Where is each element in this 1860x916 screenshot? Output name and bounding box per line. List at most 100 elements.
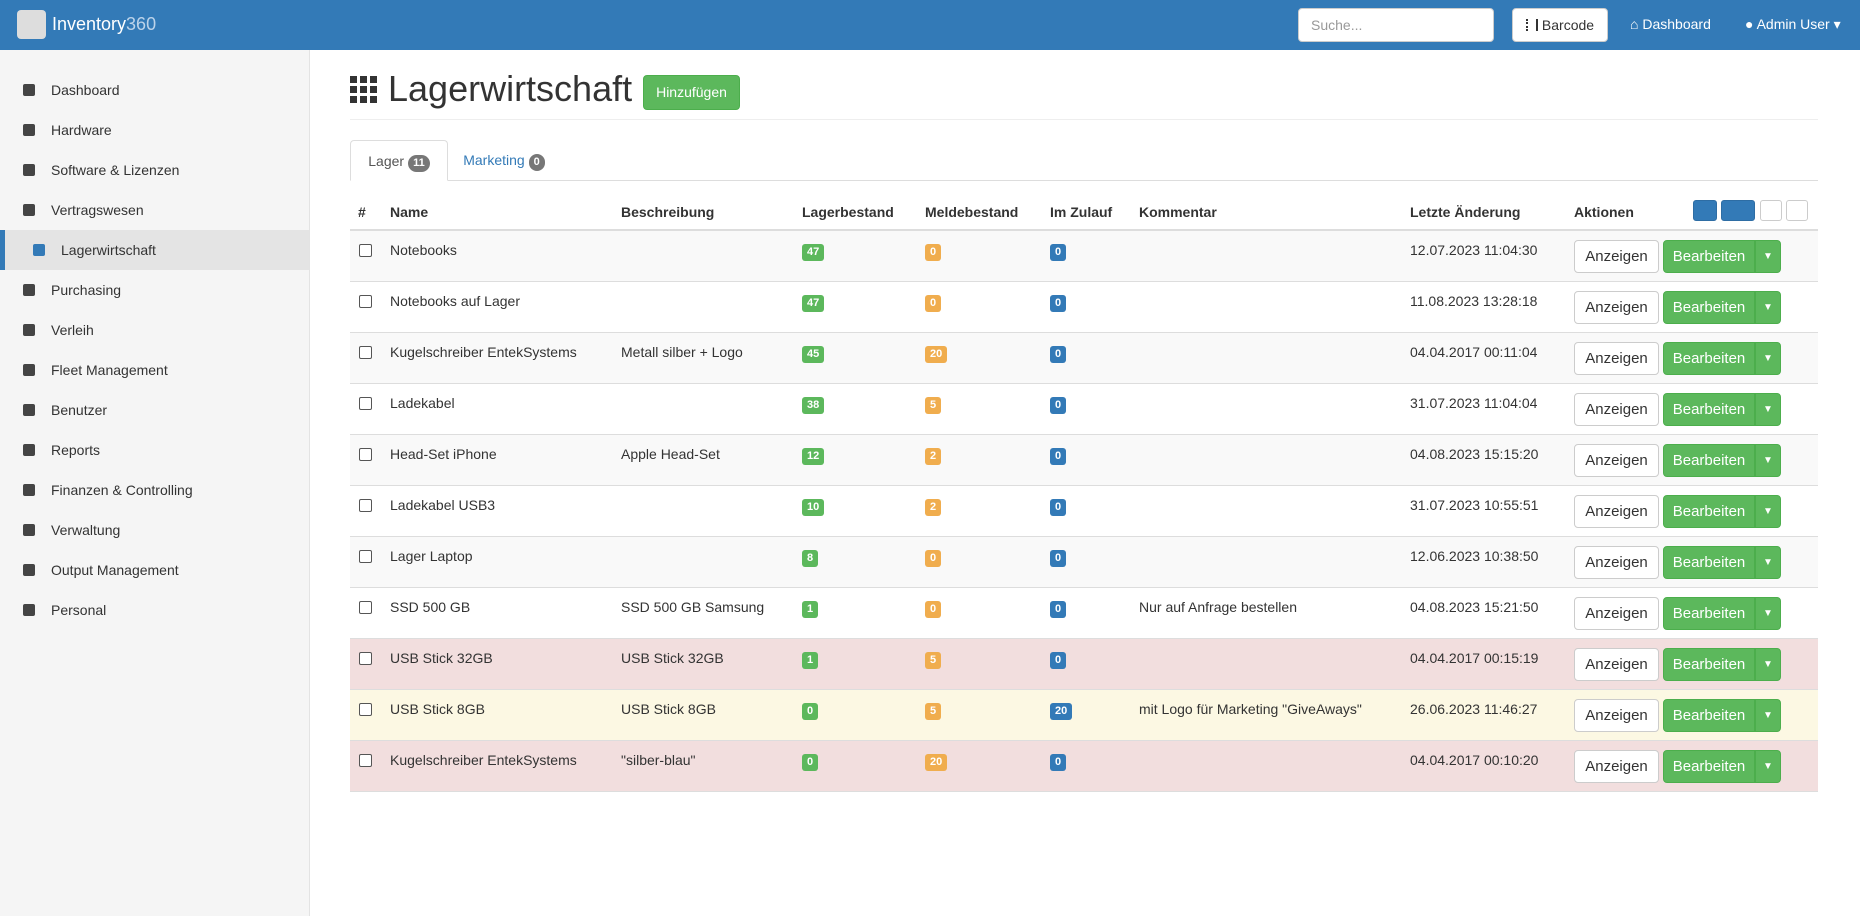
edit-dropdown[interactable]: ▼	[1755, 393, 1781, 426]
edit-button[interactable]: Bearbeiten	[1663, 240, 1755, 273]
row-checkbox[interactable]	[359, 652, 372, 665]
edit-dropdown[interactable]: ▼	[1755, 240, 1781, 273]
add-button[interactable]: Hinzufügen	[643, 75, 740, 110]
tab[interactable]: Lager 11	[350, 140, 448, 181]
row-checkbox[interactable]	[359, 244, 372, 257]
column-header: Lagerbestand	[802, 204, 894, 220]
edit-button[interactable]: Bearbeiten	[1663, 546, 1755, 579]
item-modified: 11.08.2023 13:28:18	[1410, 293, 1538, 309]
dashboard-link[interactable]: ⌂ Dashboard	[1630, 16, 1711, 32]
edit-dropdown[interactable]: ▼	[1755, 291, 1781, 324]
edit-dropdown[interactable]: ▼	[1755, 597, 1781, 630]
row-checkbox[interactable]	[359, 550, 372, 563]
badge-incoming: 0	[1050, 754, 1067, 771]
sidebar-item[interactable]: Hardware	[0, 110, 309, 150]
view-button[interactable]: Anzeigen	[1574, 444, 1659, 477]
brand-suffix: 360	[126, 14, 157, 34]
item-name: Lager Laptop	[390, 548, 473, 564]
tabs-line	[350, 180, 1818, 181]
sidebar-item[interactable]: Finanzen & Controlling	[0, 470, 309, 510]
edit-button[interactable]: Bearbeiten	[1663, 699, 1755, 732]
row-checkbox[interactable]	[359, 448, 372, 461]
sidebar-item[interactable]: Software & Lizenzen	[0, 150, 309, 190]
edit-dropdown[interactable]: ▼	[1755, 546, 1781, 579]
edit-button[interactable]: Bearbeiten	[1663, 291, 1755, 324]
sidebar-item[interactable]: Lagerwirtschaft	[0, 230, 309, 270]
edit-button[interactable]: Bearbeiten	[1663, 750, 1755, 783]
item-name: Kugelschreiber EntekSystems	[390, 344, 577, 360]
edit-button[interactable]: Bearbeiten	[1663, 597, 1755, 630]
edit-dropdown[interactable]: ▼	[1755, 699, 1781, 732]
edit-button[interactable]: Bearbeiten	[1663, 393, 1755, 426]
item-name: SSD 500 GB	[390, 599, 471, 615]
edit-dropdown[interactable]: ▼	[1755, 444, 1781, 477]
edit-button[interactable]: Bearbeiten	[1663, 495, 1755, 528]
sidebar-item[interactable]: Vertragswesen	[0, 190, 309, 230]
sidebar-item[interactable]: Benutzer	[0, 390, 309, 430]
badge-stock: 45	[802, 346, 825, 363]
table-row: Kugelschreiber EntekSystems Metall silber…	[350, 333, 1818, 384]
view-button[interactable]: Anzeigen	[1574, 750, 1659, 783]
sidebar-icon	[23, 484, 35, 496]
sidebar-label: Personal	[51, 602, 107, 618]
item-modified: 12.07.2023 11:04:30	[1410, 242, 1538, 258]
brand-text: Inventory	[52, 14, 127, 34]
badge-incoming: 0	[1050, 397, 1067, 414]
column-header: Beschreibung	[621, 204, 715, 220]
item-description: Metall silber + Logo	[621, 344, 743, 360]
tab[interactable]: Marketing 0	[449, 140, 559, 181]
column-header: Kommentar	[1139, 204, 1217, 220]
navbar: Inventory360 Suche... Barcode ⌂ Dashboar…	[0, 0, 1860, 50]
item-name: USB Stick 32GB	[390, 650, 493, 666]
item-name: Ladekabel USB3	[390, 497, 496, 513]
sidebar-item[interactable]: Verwaltung	[0, 510, 309, 550]
toolbar-button[interactable]	[1721, 200, 1755, 221]
brand[interactable]: Inventory360	[52, 14, 156, 35]
view-button[interactable]: Anzeigen	[1574, 495, 1659, 528]
sidebar-label: Finanzen & Controlling	[51, 482, 193, 498]
edit-dropdown[interactable]: ▼	[1755, 648, 1781, 681]
row-checkbox[interactable]	[359, 499, 372, 512]
sidebar-item[interactable]: Reports	[0, 430, 309, 470]
row-checkbox[interactable]	[359, 601, 372, 614]
view-button[interactable]: Anzeigen	[1574, 240, 1659, 273]
edit-dropdown[interactable]: ▼	[1755, 495, 1781, 528]
badge-stock: 0	[802, 754, 819, 771]
sidebar-item[interactable]: Output Management	[0, 550, 309, 590]
sidebar-label: Benutzer	[51, 402, 108, 418]
row-checkbox[interactable]	[359, 397, 372, 410]
table-row: USB Stick 32GB USB Stick 32GB 1 5 0 04.04.201…	[350, 639, 1818, 690]
edit-dropdown[interactable]: ▼	[1755, 750, 1781, 783]
sidebar-item[interactable]: Personal	[0, 590, 309, 630]
badge-min-stock: 0	[925, 244, 942, 261]
sidebar-item[interactable]: Dashboard	[0, 70, 309, 110]
sidebar-item[interactable]: Verleih	[0, 310, 309, 350]
row-checkbox[interactable]	[359, 295, 372, 308]
edit-button[interactable]: Bearbeiten	[1663, 648, 1755, 681]
toolbar-button[interactable]	[1693, 200, 1717, 221]
row-checkbox[interactable]	[359, 703, 372, 716]
sidebar-item[interactable]: Fleet Management	[0, 350, 309, 390]
view-button[interactable]: Anzeigen	[1574, 342, 1659, 375]
toolbar-button[interactable]	[1786, 200, 1808, 221]
toolbar-button[interactable]	[1760, 200, 1782, 221]
row-checkbox[interactable]	[359, 346, 372, 359]
view-button[interactable]: Anzeigen	[1574, 648, 1659, 681]
view-button[interactable]: Anzeigen	[1574, 597, 1659, 630]
view-button[interactable]: Anzeigen	[1574, 291, 1659, 324]
badge-stock: 47	[802, 295, 825, 312]
view-button[interactable]: Anzeigen	[1574, 699, 1659, 732]
view-button[interactable]: Anzeigen	[1574, 393, 1659, 426]
edit-button[interactable]: Bearbeiten	[1663, 342, 1755, 375]
column-header: Aktionen	[1574, 204, 1634, 220]
search-input[interactable]: Suche...	[1298, 8, 1494, 42]
user-menu[interactable]: ● Admin User ▾	[1745, 16, 1841, 32]
sidebar-item[interactable]: Purchasing	[0, 270, 309, 310]
edit-button[interactable]: Bearbeiten	[1663, 444, 1755, 477]
edit-dropdown[interactable]: ▼	[1755, 342, 1781, 375]
view-button[interactable]: Anzeigen	[1574, 546, 1659, 579]
barcode-button[interactable]: Barcode	[1512, 8, 1608, 42]
badge-stock: 1	[802, 652, 819, 669]
row-checkbox[interactable]	[359, 754, 372, 767]
badge-stock: 38	[802, 397, 825, 414]
